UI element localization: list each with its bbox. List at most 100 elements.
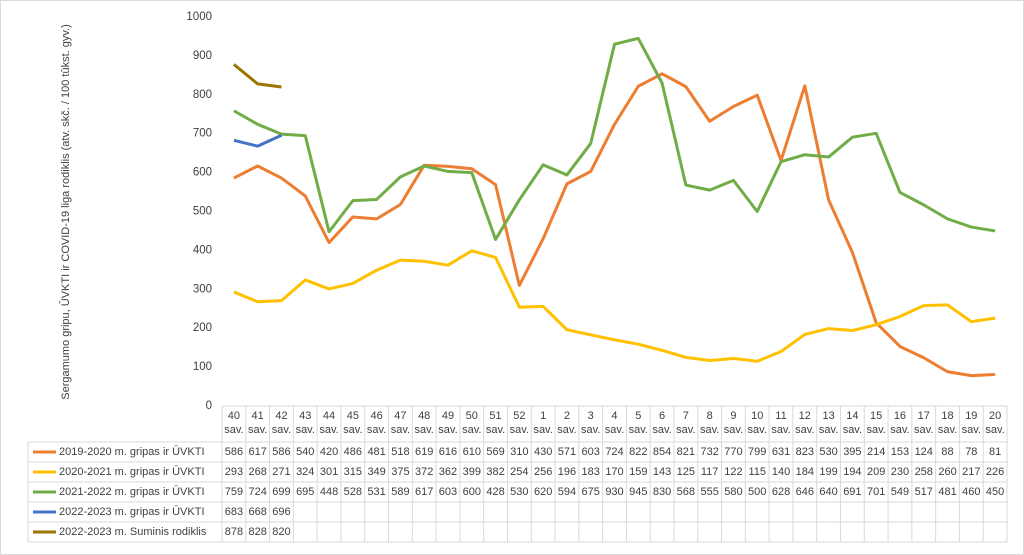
table-value: 646 xyxy=(796,486,814,498)
x-tick-label: 45 sav. xyxy=(343,410,363,436)
x-tick-label: 8 sav. xyxy=(699,410,720,436)
table-value: 531 xyxy=(367,486,385,498)
y-tick-label: 400 xyxy=(193,244,212,256)
table-value: 271 xyxy=(272,466,290,478)
table-value: 226 xyxy=(986,466,1004,478)
x-tick-label: 10 sav. xyxy=(747,410,767,436)
table-value: 683 xyxy=(225,506,243,518)
table-value: 382 xyxy=(486,466,504,478)
legend-label: 2019-2020 m. gripas ir ŪVKTI xyxy=(59,446,205,458)
table-value: 571 xyxy=(558,446,576,458)
x-tick-label: 43 sav. xyxy=(295,410,315,436)
table-value: 115 xyxy=(748,466,766,478)
table-value: 580 xyxy=(724,486,742,498)
table-value: 184 xyxy=(796,466,814,478)
table-value: 117 xyxy=(701,466,719,478)
table-value: 395 xyxy=(843,446,861,458)
table-value: 78 xyxy=(965,446,977,458)
x-tick-label: 50 sav. xyxy=(462,410,482,436)
table-value: 214 xyxy=(867,446,885,458)
table-value: 878 xyxy=(225,526,243,538)
table-value: 315 xyxy=(344,466,362,478)
table-value: 820 xyxy=(272,526,290,538)
y-tick-label: 900 xyxy=(193,50,212,62)
table-value: 170 xyxy=(605,466,623,478)
table-value: 628 xyxy=(772,486,790,498)
table-value: 569 xyxy=(486,446,504,458)
table-value: 349 xyxy=(367,466,385,478)
x-tick-label: 40 sav. xyxy=(224,410,244,436)
table-value: 603 xyxy=(582,446,600,458)
series-line xyxy=(233,133,283,148)
series-line xyxy=(232,63,282,89)
table-value: 81 xyxy=(989,446,1001,458)
table-value: 530 xyxy=(510,486,528,498)
table-value: 620 xyxy=(534,486,552,498)
table-value: 732 xyxy=(700,446,718,458)
table-value: 260 xyxy=(938,466,956,478)
table-value: 799 xyxy=(748,446,766,458)
x-tick-label: 52 sav. xyxy=(509,410,530,436)
x-tick-label: 16 sav. xyxy=(890,410,910,436)
table-value: 481 xyxy=(367,446,385,458)
x-tick-label: 1 sav. xyxy=(533,410,553,436)
table-value: 124 xyxy=(915,446,933,458)
table-value: 823 xyxy=(796,446,814,458)
table-value: 724 xyxy=(605,446,623,458)
table-value: 617 xyxy=(415,486,433,498)
x-tick-label: 41 sav. xyxy=(247,410,268,436)
table-value: 88 xyxy=(941,446,953,458)
table-value: 256 xyxy=(534,466,552,478)
table-value: 518 xyxy=(391,446,409,458)
x-tick-label: 49 sav. xyxy=(438,410,458,436)
table-value: 586 xyxy=(225,446,243,458)
legend-label: 2022-2023 m. Suminis rodiklis xyxy=(59,526,207,538)
table-value: 486 xyxy=(344,446,362,458)
table-value: 528 xyxy=(344,486,362,498)
y-tick-label: 1000 xyxy=(186,11,212,23)
x-tick-label: 4 sav. xyxy=(604,410,625,436)
table-value: 675 xyxy=(582,486,600,498)
table-value: 724 xyxy=(249,486,267,498)
table-value: 695 xyxy=(296,486,314,498)
table-value: 199 xyxy=(819,466,837,478)
table-value: 821 xyxy=(677,446,695,458)
x-tick-label: 15 sav. xyxy=(866,410,886,436)
series-line xyxy=(233,249,996,363)
y-tick-label: 200 xyxy=(193,322,212,334)
table-value: 945 xyxy=(629,486,647,498)
table-value: 194 xyxy=(843,466,861,478)
legend-label: 2020-2021 m. gripas ir ŪVKTI xyxy=(59,466,205,478)
x-tick-label: 9 sav. xyxy=(723,410,744,436)
x-tick-label: 2 sav. xyxy=(557,410,577,436)
x-tick-label: 19 sav. xyxy=(961,410,981,436)
x-tick-label: 5 sav. xyxy=(628,410,648,436)
table-value: 619 xyxy=(415,446,433,458)
table-value: 183 xyxy=(582,466,600,478)
table-value: 159 xyxy=(629,466,647,478)
table-value: 640 xyxy=(819,486,837,498)
x-tick-label: 44 sav. xyxy=(319,410,339,436)
table-value: 854 xyxy=(653,446,671,458)
x-tick-label: 6 sav. xyxy=(652,410,672,436)
table-value: 500 xyxy=(748,486,766,498)
y-tick-label: 700 xyxy=(193,128,212,140)
x-tick-label: 13 sav. xyxy=(818,410,839,436)
y-axis-title: Sergamumo gripu, ŪVKTI ir COVID-19 liga … xyxy=(60,24,72,400)
x-tick-label: 47 sav. xyxy=(390,410,411,436)
table-value: 699 xyxy=(272,486,290,498)
y-tick-label: 100 xyxy=(193,361,212,373)
table-value: 196 xyxy=(558,466,576,478)
table-value: 540 xyxy=(296,446,314,458)
y-tick-label: 300 xyxy=(193,283,212,295)
x-tick-label: 12 sav. xyxy=(795,410,815,436)
table-value: 428 xyxy=(486,486,504,498)
table-value: 770 xyxy=(724,446,742,458)
table-value: 691 xyxy=(843,486,861,498)
y-tick-label: 800 xyxy=(193,89,212,101)
y-tick-label: 600 xyxy=(193,167,212,179)
table-value: 668 xyxy=(249,506,267,518)
x-tick-label: 42 sav. xyxy=(271,410,292,436)
